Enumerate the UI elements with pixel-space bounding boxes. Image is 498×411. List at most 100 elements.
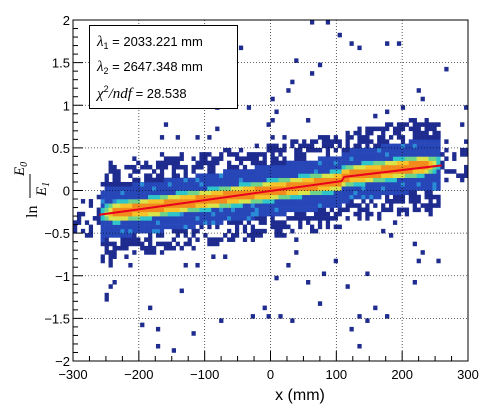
- heatmap-cell: [207, 190, 212, 196]
- heatmap-cell: [159, 216, 165, 221]
- heatmap-cell: [155, 233, 161, 238]
- heatmap-cell: [337, 194, 342, 200]
- heatmap-cell: [282, 147, 287, 153]
- heatmap-cell: [171, 169, 176, 174]
- heatmap-cell: [365, 156, 370, 161]
- heatmap-cell: [124, 203, 129, 208]
- heatmap-cell: [155, 199, 161, 204]
- heatmap-cell: [266, 143, 271, 149]
- heatmap-cell: [163, 177, 169, 183]
- heatmap-cell: [392, 181, 398, 187]
- heatmap-cell: [424, 160, 429, 166]
- heatmap-cell: [365, 318, 370, 323]
- heatmap-cell: [412, 203, 417, 208]
- heatmap-cell: [223, 199, 228, 204]
- heatmap-cell: [159, 135, 165, 140]
- heatmap-cell: [444, 177, 449, 183]
- heatmap-cell: [424, 135, 429, 140]
- heatmap-cell: [155, 203, 161, 208]
- heatmap-cell: [242, 203, 248, 208]
- heatmap-cell: [191, 331, 196, 336]
- heatmap-cell: [306, 118, 311, 123]
- heatmap-cell: [183, 186, 188, 191]
- heatmap-cell: [432, 126, 437, 132]
- heatmap-cell: [238, 181, 244, 187]
- heatmap-cell: [377, 169, 382, 174]
- heatmap-cell: [321, 207, 327, 213]
- heatmap-cell: [290, 79, 295, 85]
- heatmap-cell: [298, 169, 303, 174]
- heatmap-cell: [104, 224, 109, 230]
- heatmap-cell: [163, 199, 169, 204]
- heatmap-cell: [258, 233, 263, 238]
- heatmap-cell: [306, 194, 311, 200]
- heatmap-cell: [254, 216, 259, 221]
- heatmap-cell: [353, 169, 358, 174]
- heatmap-cell: [155, 326, 161, 332]
- heatmap-cell: [227, 237, 232, 242]
- heatmap-cell: [144, 245, 149, 251]
- heatmap-cell: [140, 181, 145, 187]
- heatmap-cell: [274, 160, 279, 166]
- heatmap-cell: [377, 181, 382, 187]
- heatmap-cell: [404, 173, 410, 179]
- heatmap-cell: [148, 241, 153, 247]
- heatmap-cell: [215, 190, 220, 196]
- heatmap-cell: [242, 216, 248, 221]
- heatmap-cell: [416, 130, 421, 136]
- heatmap-cell: [428, 194, 433, 200]
- chi-ndf: /ndf: [108, 86, 132, 102]
- heatmap-cell: [250, 160, 255, 166]
- heatmap-cell: [420, 143, 425, 149]
- heatmap-cell: [227, 199, 232, 204]
- heatmap-cell: [112, 220, 117, 225]
- heatmap-cell: [424, 156, 429, 161]
- heatmap-cell: [258, 194, 263, 200]
- heatmap-cell: [404, 169, 410, 174]
- heatmap-cell: [108, 258, 113, 264]
- heatmap-cell: [412, 164, 417, 170]
- heatmap-cell: [286, 194, 291, 200]
- heatmap-cell: [286, 181, 291, 187]
- heatmap-cell: [290, 203, 295, 208]
- heatmap-cell: [238, 169, 244, 174]
- heatmap-cell: [270, 181, 275, 187]
- heatmap-cell: [396, 190, 402, 196]
- heatmap-cell: [175, 173, 180, 179]
- heatmap-cell: [361, 173, 366, 179]
- heatmap-cell: [108, 186, 113, 191]
- heatmap-cell: [389, 186, 394, 191]
- y-axis-title-ln: ln: [24, 206, 41, 218]
- heatmap-cell: [73, 224, 78, 230]
- heatmap-cell: [357, 135, 362, 140]
- heatmap-cell: [278, 211, 283, 217]
- heatmap-cell: [313, 190, 319, 196]
- heatmap-cell: [385, 177, 390, 183]
- heatmap-cell: [112, 254, 117, 259]
- heatmap-cell: [361, 186, 366, 191]
- heatmap-cell: [341, 194, 346, 200]
- heatmap-cell: [108, 169, 113, 174]
- heatmap-cell: [112, 224, 117, 230]
- heatmap-cell: [108, 190, 113, 196]
- heatmap-cell: [298, 190, 303, 196]
- heatmap-cell: [144, 203, 149, 208]
- heatmap-cell: [389, 135, 394, 140]
- heatmap-cell: [171, 186, 176, 191]
- heatmap-cell: [100, 207, 105, 213]
- heatmap-cell: [238, 177, 244, 183]
- heatmap-cell: [278, 152, 283, 157]
- heatmap-cell: [349, 160, 354, 166]
- heatmap-cell: [219, 199, 224, 204]
- heatmap-cell: [140, 186, 145, 191]
- heatmap-cell: [329, 186, 334, 191]
- heatmap-cell: [128, 164, 133, 170]
- heatmap-cell: [424, 190, 429, 196]
- heatmap-cell: [381, 139, 386, 144]
- heatmap-cell: [381, 177, 386, 183]
- heatmap-cell: [282, 190, 287, 196]
- heatmap-cell: [325, 203, 331, 208]
- y-tick-labels: −2−1.5−1−0.500.511.52: [44, 13, 70, 369]
- heatmap-cell: [262, 186, 267, 191]
- heatmap-cell: [282, 173, 287, 179]
